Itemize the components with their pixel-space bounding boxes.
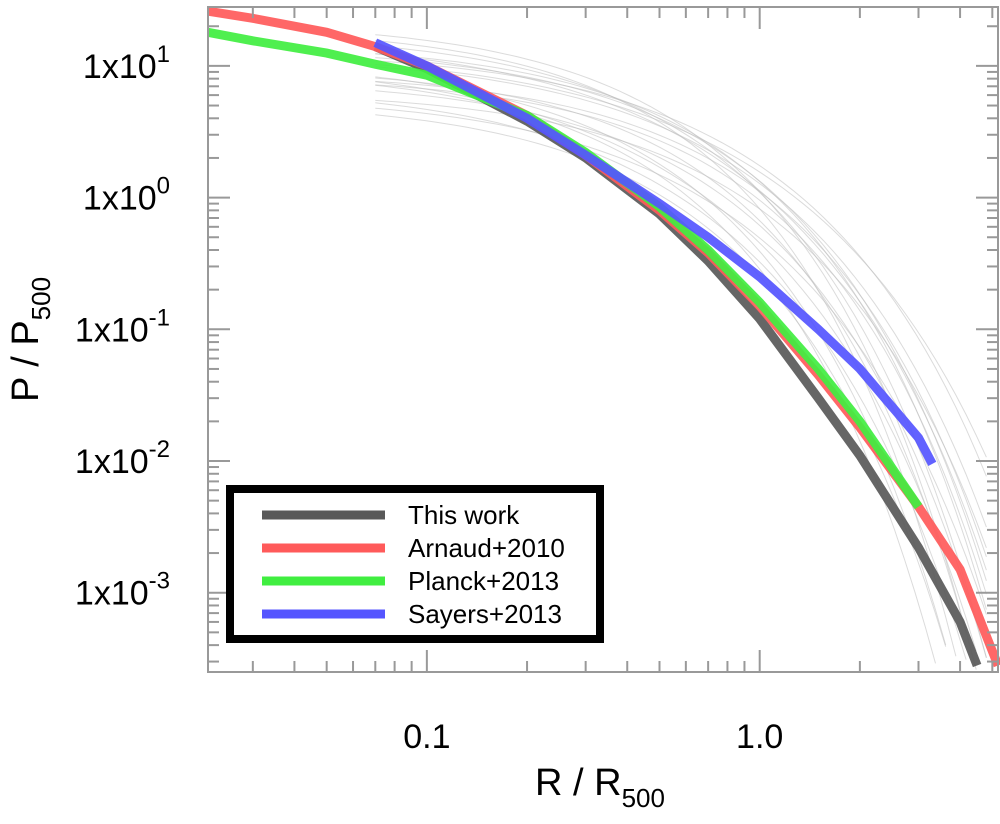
y-tick-label: 1x10-3: [75, 568, 170, 613]
background-curve: [375, 45, 987, 658]
y-tick-label: 1x10-2: [75, 436, 170, 481]
series-line-2: [207, 27, 923, 510]
axis-ticks: [208, 7, 998, 672]
x-axis-title: R / R500: [535, 762, 665, 813]
plot-frame: [207, 6, 999, 673]
background-curve: [375, 60, 987, 477]
background-curve: [375, 53, 987, 610]
y-tick-label: 1x101: [83, 41, 170, 86]
y-tick-label: 1x10-1: [75, 304, 170, 349]
legend-label-3: Sayers+2013: [408, 599, 562, 629]
axis-tick-labels: 0.1 1.0 1x101 1x100 1x10-1 1x10-2 1x10-3: [75, 41, 783, 756]
y-tick-label: 1x100: [83, 173, 170, 218]
legend-label-2: Planck+2013: [408, 566, 559, 596]
background-curve: [375, 107, 987, 615]
background-curve: [375, 99, 987, 548]
y-axis-title: P / P500: [5, 277, 56, 402]
x-tick-label: 0.1: [403, 718, 450, 756]
model-series: [207, 6, 1000, 668]
background-curve: [375, 64, 987, 458]
background-curve: [375, 102, 967, 660]
background-curve: [375, 34, 967, 633]
legend-label-1: Arnaud+2010: [408, 533, 565, 563]
series-line-3: [373, 38, 937, 467]
legend: This workArnaud+2010Planck+2013Sayers+20…: [226, 485, 604, 643]
background-curve: [375, 57, 987, 581]
x-tick-label: 1.0: [736, 718, 783, 756]
legend-label-0: This work: [408, 500, 520, 530]
